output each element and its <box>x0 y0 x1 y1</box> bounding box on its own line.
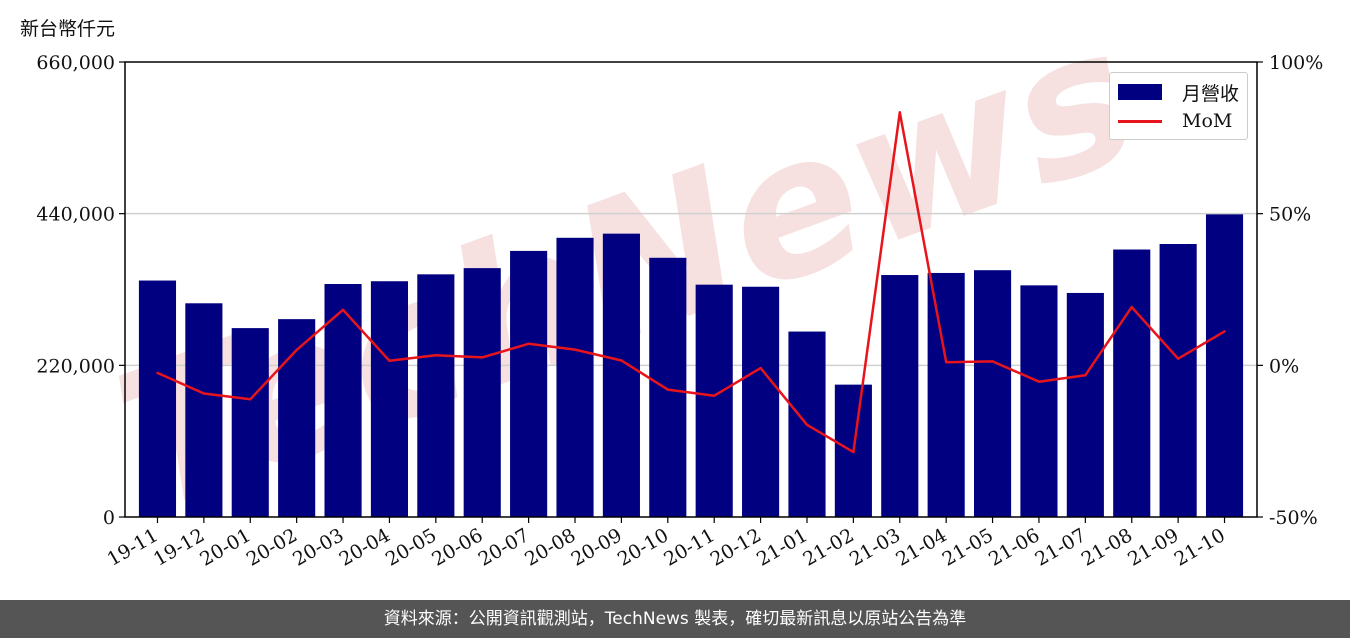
left-axis-unit-label: 新台幣仟元 <box>20 18 116 40</box>
revenue-bar <box>602 233 640 517</box>
mom-point <box>1084 374 1087 377</box>
legend-swatch-mom <box>1118 119 1162 123</box>
x-tick-label: 21-01 <box>753 524 811 570</box>
mom-point <box>1223 330 1226 333</box>
x-tick-label: 21-02 <box>799 524 857 570</box>
revenue-bar <box>278 319 316 517</box>
mom-line <box>156 111 1226 454</box>
legend-item-mom: MoM <box>1118 109 1232 133</box>
mom-point <box>944 361 948 364</box>
revenue-bars <box>138 214 1244 518</box>
mom-point <box>898 111 901 114</box>
x-tick-label: 21-08 <box>1078 524 1136 570</box>
x-tick-label: 20-12 <box>707 524 765 570</box>
mom-point <box>434 354 438 357</box>
mom-point <box>249 398 252 401</box>
revenue-bar <box>510 250 548 518</box>
revenue-bar <box>417 274 455 517</box>
x-tick-label: 20-03 <box>289 524 347 570</box>
revenue-bar <box>138 280 177 517</box>
revenue-bar <box>463 268 501 517</box>
legend-label-revenue: 月營收 <box>1182 82 1240 105</box>
plot-frame <box>124 61 1258 518</box>
x-tick-label: 21-03 <box>846 524 904 570</box>
mom-point <box>712 394 716 397</box>
revenue-bar <box>742 286 780 517</box>
revenue-bar <box>1205 214 1244 517</box>
revenue-bar <box>1020 285 1058 517</box>
x-tick-label: 19-11 <box>104 524 162 570</box>
mom-point <box>481 356 484 359</box>
revenue-bar <box>1159 244 1197 517</box>
source-footer: 資料來源：公開資訊觀測站，TechNews 製表，確切最新訊息以原站公告為準 <box>0 600 1350 638</box>
x-tick-label: 21-06 <box>985 524 1043 570</box>
revenue-bar <box>695 284 733 517</box>
x-tick-label: 20-04 <box>336 524 394 570</box>
left-tick-label: 660,000 <box>36 52 115 74</box>
x-tick-label: 20-06 <box>428 524 486 570</box>
mom-point <box>1176 357 1180 360</box>
x-tick-label: 20-08 <box>521 524 579 570</box>
mom-point <box>991 360 994 363</box>
legend-label-mom: MoM <box>1182 110 1233 132</box>
revenue-bar <box>370 281 408 517</box>
left-tick-label: 440,000 <box>36 204 115 226</box>
chart-canvas: TechNews 0220,000440,000660,000-50%0%50%… <box>36 0 1323 571</box>
chart-legend: 月營收 MoM <box>1109 72 1248 140</box>
mom-point <box>341 308 345 312</box>
legend-swatch-revenue <box>1118 84 1162 100</box>
revenue-bar <box>974 270 1012 517</box>
left-tick-label: 0 <box>103 507 115 529</box>
revenue-bar <box>556 237 594 517</box>
mom-point <box>202 392 206 395</box>
x-tick-label: 20-07 <box>475 524 533 570</box>
revenue-bar <box>1066 292 1104 517</box>
revenue-bar <box>881 275 919 517</box>
mom-line-path <box>156 111 1226 454</box>
x-tick-label: 20-10 <box>614 524 672 570</box>
right-tick-label: 0% <box>1269 355 1299 377</box>
revenue-bar <box>185 303 223 517</box>
right-tick-label: -50% <box>1269 507 1318 529</box>
legend-item-revenue: 月營收 <box>1118 80 1240 105</box>
mom-point <box>620 359 623 362</box>
revenue-bar <box>649 257 687 517</box>
mom-point <box>759 366 762 370</box>
x-tick-label: 20-09 <box>567 524 625 570</box>
x-tick-label: 21-04 <box>892 524 950 570</box>
left-tick-label: 220,000 <box>36 355 115 377</box>
right-tick-label: 50% <box>1269 204 1311 226</box>
mom-point <box>527 342 530 345</box>
x-tick-label: 21-10 <box>1171 524 1229 570</box>
mom-point <box>852 450 855 454</box>
mom-point <box>295 348 298 352</box>
x-tick-label: 21-05 <box>939 524 997 570</box>
mom-point <box>1037 380 1041 383</box>
revenue-bar <box>231 328 269 517</box>
mom-point <box>666 388 670 391</box>
revenue-bar <box>927 272 965 517</box>
x-tick-label: 20-02 <box>243 524 301 570</box>
mom-point <box>156 371 159 375</box>
x-tick-label: 21-09 <box>1124 524 1182 570</box>
mom-point <box>573 348 577 351</box>
x-tick-label: 20-05 <box>382 524 440 570</box>
x-tick-label: 21-07 <box>1031 524 1089 570</box>
mom-point <box>1130 305 1133 309</box>
right-tick-label: 100% <box>1269 52 1323 74</box>
revenue-bar <box>324 283 362 517</box>
mom-point <box>388 359 391 362</box>
mom-point <box>805 423 809 426</box>
x-tick-label: 20-11 <box>660 524 718 570</box>
revenue-bar <box>1113 249 1151 518</box>
